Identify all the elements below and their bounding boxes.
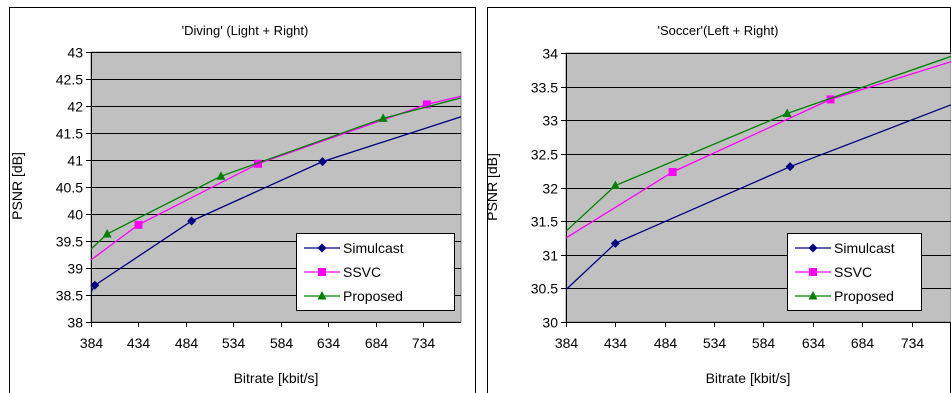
legend-label: Proposed: [343, 288, 403, 304]
x-tick-label: 534: [703, 335, 727, 351]
chart-diving: 38 38.5 39 39.5 40 40.5 41 41.5 42 42.5 43 384 434 48…: [9, 23, 462, 386]
x-axis-label: Bitrate [kbit/s]: [706, 370, 791, 386]
legend-swatch-marker: [809, 268, 817, 276]
chart-title: 'Diving' (Light + Right): [182, 23, 309, 38]
y-tick-label: 39.5: [56, 234, 83, 250]
x-tick-label: 534: [222, 335, 246, 351]
series-line: [566, 104, 951, 291]
x-tick-label: 684: [365, 335, 389, 351]
chart-panel-diving: 38 38.5 39 39.5 40 40.5 41 41.5 42 42.5 43 384 434 48…: [9, 7, 476, 393]
legend-swatch-marker: [318, 268, 326, 276]
legend-swatch-marker: [317, 243, 327, 253]
x-tick-label: 684: [851, 335, 875, 351]
data-point: [668, 168, 677, 177]
data-point: [134, 220, 143, 229]
data-point: [378, 113, 388, 122]
y-tick-label: 41.5: [56, 126, 83, 142]
y-tick-label: 33: [542, 113, 558, 129]
y-axis-label: PSNR [dB]: [484, 153, 500, 221]
x-tick-label: 384: [80, 335, 104, 351]
y-tick-label: 39: [67, 261, 83, 277]
y-axis-label: PSNR [dB]: [9, 152, 25, 220]
legend-label: SSVC: [834, 264, 872, 280]
legend-swatch-marker: [808, 243, 818, 253]
data-point: [785, 162, 795, 172]
legend-label: Proposed: [834, 288, 894, 304]
data-point: [826, 95, 835, 104]
data-point: [610, 180, 620, 189]
x-tick-label: 634: [802, 335, 826, 351]
series-simulcast: [566, 104, 951, 291]
y-tick-label: 33.5: [531, 80, 558, 96]
x-tick-label: 584: [752, 335, 776, 351]
x-tick-label: 434: [127, 335, 151, 351]
y-tick-label: 38.5: [56, 288, 83, 304]
y-tick-label: 42: [67, 99, 83, 115]
data-point: [782, 108, 792, 118]
chart-soccer: 30 30.5 31 31.5 32 32.5 33 33.5 34 384 434 484 534 58…: [484, 23, 951, 386]
chart-title: 'Soccer'(Left + Right): [658, 23, 779, 38]
x-tick-label: 484: [175, 335, 199, 351]
data-point: [317, 157, 327, 167]
y-tick-label: 32.5: [531, 147, 558, 163]
data-point: [90, 280, 100, 290]
legend-label: SSVC: [343, 264, 381, 280]
y-tick-label: 41: [67, 153, 83, 169]
y-tick-label: 40: [67, 207, 83, 223]
x-tick-label: 734: [412, 335, 436, 351]
y-tick-label: 32: [542, 181, 558, 197]
x-tick-label: 634: [317, 335, 341, 351]
y-tick-label: 30.5: [531, 281, 558, 297]
x-tick-label: 584: [270, 335, 294, 351]
y-tick-label: 30: [542, 315, 558, 331]
x-tick-label: 734: [901, 335, 925, 351]
series-line: [566, 55, 951, 232]
data-point: [253, 159, 262, 168]
x-tick-label: 484: [654, 335, 678, 351]
legend-swatch-marker: [808, 291, 818, 300]
legend-label: Simulcast: [343, 240, 404, 256]
x-axis-label: Bitrate [kbit/s]: [234, 370, 319, 386]
y-tick-label: 42.5: [56, 72, 83, 88]
data-point: [216, 171, 226, 180]
series-ssvc: [566, 61, 951, 239]
y-tick-label: 31: [542, 248, 558, 264]
data-point: [102, 228, 112, 238]
y-tick-label: 38: [67, 315, 83, 331]
chart-frame: [9, 7, 476, 393]
series-proposed: [566, 55, 951, 232]
data-point: [187, 216, 197, 226]
legend-swatch-marker: [317, 291, 327, 300]
y-tick-label: 40.5: [56, 180, 83, 196]
legend-label: Simulcast: [834, 240, 895, 256]
chart-panel-soccer: 30 30.5 31 31.5 32 32.5 33 33.5 34 384 434 484 534 58…: [478, 0, 951, 393]
data-point: [422, 100, 431, 109]
series-line: [566, 61, 951, 239]
x-tick-label: 434: [604, 335, 628, 351]
y-tick-label: 34: [542, 46, 558, 62]
x-tick-label: 384: [555, 335, 579, 351]
data-point: [610, 238, 620, 248]
y-tick-label: 31.5: [531, 214, 558, 230]
y-tick-label: 43: [67, 45, 83, 61]
